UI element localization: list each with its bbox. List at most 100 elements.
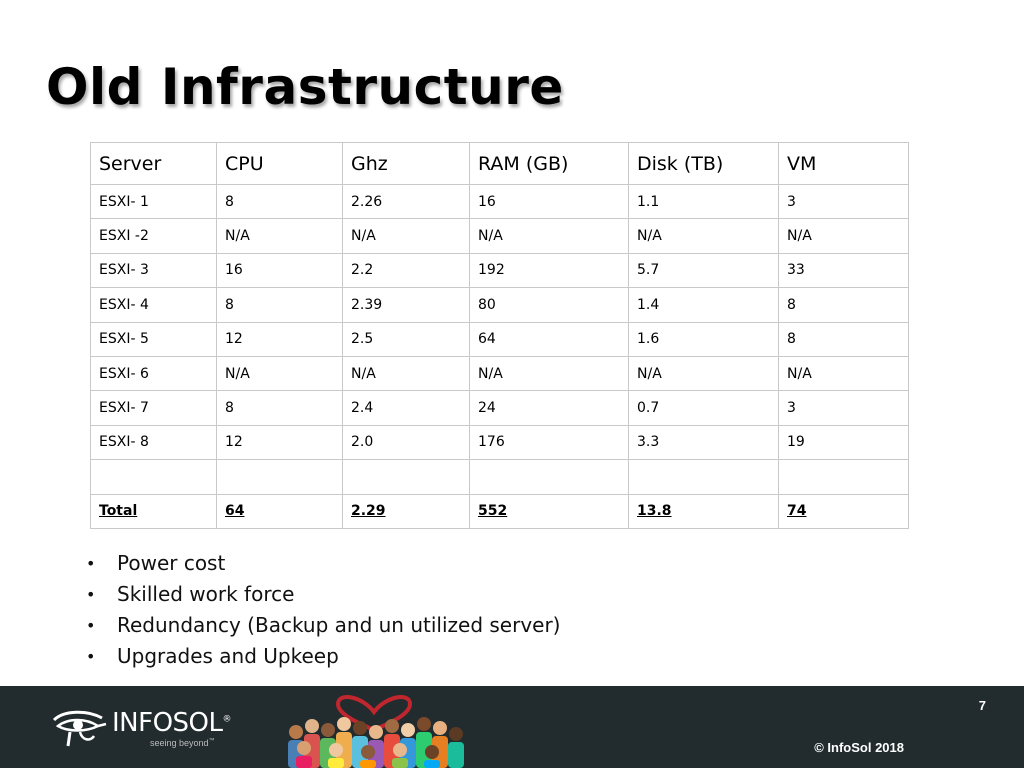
cell-vm bbox=[778, 459, 909, 495]
list-item: • Skilled work force bbox=[86, 579, 561, 610]
cell-server: ESXI- 3 bbox=[90, 252, 217, 289]
cell-ghz: 2.5 bbox=[342, 321, 470, 357]
cell-ram: N/A bbox=[469, 355, 629, 392]
cell-ram: 24 bbox=[469, 390, 629, 426]
cell-vm: 33 bbox=[778, 252, 909, 289]
table-row: ESXI- 6 N/A N/A N/A N/A N/A bbox=[90, 355, 909, 392]
cell-ghz: 2.0 bbox=[342, 424, 470, 461]
table-row-empty bbox=[90, 459, 909, 495]
bullet-icon: • bbox=[86, 554, 96, 573]
bullet-text: Upgrades and Upkeep bbox=[117, 644, 339, 668]
total-disk: 13.8 bbox=[628, 493, 779, 529]
cell-server: ESXI -2 bbox=[90, 218, 217, 254]
header-server: Server bbox=[90, 142, 217, 185]
cell-vm: 19 bbox=[778, 424, 909, 461]
cell-cpu: N/A bbox=[216, 218, 343, 254]
header-cpu: CPU bbox=[216, 142, 343, 185]
footer-bar: INFOSOL® seeing beyond™ 7 © InfoSol 2018 bbox=[0, 686, 1024, 768]
cell-ram: 192 bbox=[469, 252, 629, 289]
cell-vm: 8 bbox=[778, 321, 909, 357]
cell-cpu: 8 bbox=[216, 183, 343, 220]
total-vm: 74 bbox=[778, 493, 909, 529]
infrastructure-table: Server CPU Ghz RAM (GB) Disk (TB) VM ESX… bbox=[90, 142, 909, 529]
cell-vm: 3 bbox=[778, 183, 909, 220]
list-item: • Redundancy (Backup and un utilized serv… bbox=[86, 610, 561, 641]
table-row: ESXI- 8 12 2.0 176 3.3 19 bbox=[90, 424, 909, 461]
cell-disk bbox=[628, 459, 779, 495]
table-row: ESXI -2 N/A N/A N/A N/A N/A bbox=[90, 218, 909, 254]
header-ram: RAM (GB) bbox=[469, 142, 629, 185]
cell-server: ESXI- 8 bbox=[90, 424, 217, 461]
cell-vm: 3 bbox=[778, 390, 909, 426]
cell-vm: N/A bbox=[778, 218, 909, 254]
list-item: • Upgrades and Upkeep bbox=[86, 641, 561, 672]
bullet-text: Power cost bbox=[117, 551, 226, 575]
total-ram: 552 bbox=[469, 493, 629, 529]
table-row: ESXI- 7 8 2.4 24 0.7 3 bbox=[90, 390, 909, 426]
page-number: 7 bbox=[978, 698, 986, 713]
cell-disk: N/A bbox=[628, 218, 779, 254]
bullet-text: Redundancy (Backup and un utilized serve… bbox=[117, 613, 561, 637]
cell-cpu: 16 bbox=[216, 252, 343, 289]
cell-ghz: 2.39 bbox=[342, 287, 470, 323]
cell-ram: N/A bbox=[469, 218, 629, 254]
cell-server: ESXI- 7 bbox=[90, 390, 217, 426]
logo-tagline: seeing beyond™ bbox=[150, 738, 215, 748]
bullet-list: • Power cost • Skilled work force • Redunda… bbox=[86, 548, 561, 672]
cell-ghz: 2.4 bbox=[342, 390, 470, 426]
bullet-icon: • bbox=[86, 616, 96, 635]
header-ghz: Ghz bbox=[342, 142, 470, 185]
cell-disk: 1.4 bbox=[628, 287, 779, 323]
cell-disk: 3.3 bbox=[628, 424, 779, 461]
cell-vm: N/A bbox=[778, 355, 909, 392]
cell-ram: 64 bbox=[469, 321, 629, 357]
cell-cpu: 12 bbox=[216, 321, 343, 357]
cell-cpu: 8 bbox=[216, 390, 343, 426]
cell-ghz: 2.26 bbox=[342, 183, 470, 220]
bullet-text: Skilled work force bbox=[117, 582, 295, 606]
cell-cpu: N/A bbox=[216, 355, 343, 392]
cell-ram: 80 bbox=[469, 287, 629, 323]
logo-wordmark: INFOSOL® bbox=[112, 708, 231, 738]
cell-server: ESXI- 5 bbox=[90, 321, 217, 357]
table-total-row: Total 64 2.29 552 13.8 74 bbox=[90, 493, 909, 529]
cell-cpu: 8 bbox=[216, 287, 343, 323]
cell-disk: 1.6 bbox=[628, 321, 779, 357]
cell-disk: 5.7 bbox=[628, 252, 779, 289]
total-cpu: 64 bbox=[216, 493, 343, 529]
eye-of-horus-icon bbox=[52, 710, 107, 747]
cell-ghz: N/A bbox=[342, 218, 470, 254]
header-disk: Disk (TB) bbox=[628, 142, 779, 185]
slide-title: Old Infrastructure bbox=[46, 58, 564, 116]
table-row: ESXI- 3 16 2.2 192 5.7 33 bbox=[90, 252, 909, 289]
header-vm: VM bbox=[778, 142, 909, 185]
table-row: ESXI- 1 8 2.26 16 1.1 3 bbox=[90, 183, 909, 220]
cell-vm: 8 bbox=[778, 287, 909, 323]
total-label: Total bbox=[90, 493, 217, 529]
table-header-row: Server CPU Ghz RAM (GB) Disk (TB) VM bbox=[90, 142, 909, 185]
cell-ram bbox=[469, 459, 629, 495]
cell-ram: 176 bbox=[469, 424, 629, 461]
cell-ghz: 2.2 bbox=[342, 252, 470, 289]
list-item: • Power cost bbox=[86, 548, 561, 579]
cell-disk: N/A bbox=[628, 355, 779, 392]
table-row: ESXI- 5 12 2.5 64 1.6 8 bbox=[90, 321, 909, 357]
total-ghz: 2.29 bbox=[342, 493, 470, 529]
bullet-icon: • bbox=[86, 647, 96, 666]
cell-server: ESXI- 4 bbox=[90, 287, 217, 323]
bullet-icon: • bbox=[86, 585, 96, 604]
table-row: ESXI- 4 8 2.39 80 1.4 8 bbox=[90, 287, 909, 323]
cell-cpu bbox=[216, 459, 343, 495]
crowd-with-heart-icon bbox=[288, 695, 464, 768]
cell-disk: 1.1 bbox=[628, 183, 779, 220]
cell-server: ESXI- 6 bbox=[90, 355, 217, 392]
cell-cpu: 12 bbox=[216, 424, 343, 461]
copyright-text: © InfoSol 2018 bbox=[814, 740, 904, 755]
cell-ghz: N/A bbox=[342, 355, 470, 392]
infosol-logo: INFOSOL® seeing beyond™ bbox=[50, 706, 231, 752]
cell-server: ESXI- 1 bbox=[90, 183, 217, 220]
cell-disk: 0.7 bbox=[628, 390, 779, 426]
cell-ram: 16 bbox=[469, 183, 629, 220]
cell-server bbox=[90, 459, 217, 495]
cell-ghz bbox=[342, 459, 470, 495]
